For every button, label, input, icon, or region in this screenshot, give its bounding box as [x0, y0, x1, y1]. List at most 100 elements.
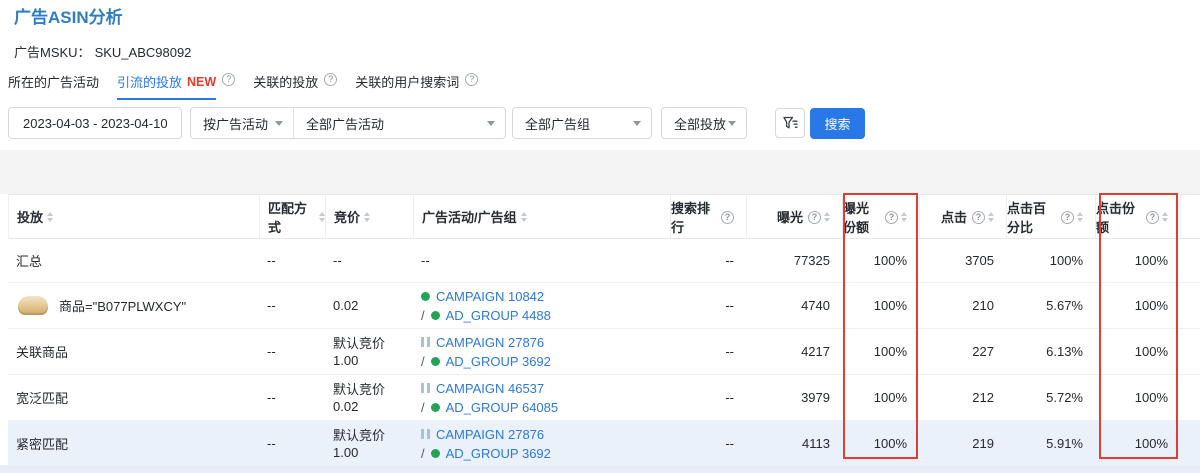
campaign-select-value: 全部广告活动: [306, 116, 385, 132]
cell-click-pct: 6.13%: [1046, 344, 1083, 359]
cell-campaign-adgroup: CAMPAIGN 10842 / AD_GROUP 4488: [413, 283, 670, 328]
col-header-match-type[interactable]: 匹配方式: [259, 195, 325, 238]
tab-current-campaigns[interactable]: 所在的广告活动: [8, 72, 99, 100]
cell-bid: 默认竞价 1.00: [333, 335, 386, 368]
caret-down-icon: [275, 120, 284, 126]
sort-icon[interactable]: [901, 211, 907, 222]
cell-targeting: 商品="B077PLWXCY": [8, 283, 259, 328]
cell-search-rank: --: [725, 253, 734, 268]
search-button[interactable]: 搜索: [810, 107, 865, 139]
new-badge: NEW: [187, 74, 217, 89]
cell-impression-share: 100%: [873, 253, 907, 268]
col-header-targeting[interactable]: 投放: [8, 195, 259, 238]
sort-icon[interactable]: [988, 211, 994, 222]
sort-icon[interactable]: [824, 211, 830, 222]
campaign-link[interactable]: CAMPAIGN 27876: [436, 426, 545, 442]
help-icon[interactable]: ?: [1146, 210, 1159, 224]
filter-columns-button[interactable]: [775, 108, 805, 138]
cell-campaign-adgroup: CAMPAIGN 27876 / AD_GROUP 3692: [413, 329, 670, 374]
help-icon[interactable]: ?: [721, 210, 734, 224]
adgroup-link[interactable]: AD_GROUP 3692: [445, 445, 551, 461]
cell-bid: --: [333, 253, 342, 268]
adgroup-prefix: /: [421, 353, 425, 369]
help-icon[interactable]: ?: [324, 73, 338, 86]
cell-search-rank: --: [725, 344, 734, 359]
adgroup-prefix: /: [421, 399, 425, 415]
targeting-select[interactable]: 全部投放: [661, 107, 747, 139]
adgroup-link[interactable]: AD_GROUP 64085: [445, 399, 559, 415]
targeting-name: 宽泛匹配: [16, 391, 69, 406]
adgroup-status-icon: [430, 356, 440, 366]
spacer-band: [0, 150, 1200, 194]
sort-icon[interactable]: [47, 211, 54, 222]
cell-click-pct: 5.72%: [1046, 390, 1083, 405]
table-row: 关联商品 -- 默认竞价 1.00 CAMPAIGN 27876 / AD_GRO…: [8, 329, 1200, 375]
sort-icon[interactable]: [1162, 211, 1168, 222]
sort-icon[interactable]: [520, 211, 527, 222]
tab-related-targeting[interactable]: 关联的投放 ?: [253, 72, 338, 100]
help-icon[interactable]: ?: [1061, 210, 1074, 224]
horizontal-scrollbar[interactable]: [0, 465, 1200, 473]
adgroup-link[interactable]: AD_GROUP 4488: [445, 307, 551, 323]
cell-click-pct: 5.91%: [1046, 436, 1083, 451]
help-icon[interactable]: ?: [465, 73, 479, 86]
sort-icon[interactable]: [1077, 211, 1083, 222]
tab-related-search-terms[interactable]: 关联的用户搜索词 ?: [355, 72, 479, 100]
cell-match-type: --: [267, 344, 276, 359]
product-thumbnail: [16, 293, 50, 318]
cell-impression-share: 100%: [873, 436, 907, 451]
cell-search-rank: --: [725, 298, 734, 313]
page-title: 广告ASIN分析: [14, 8, 123, 27]
col-header-click-share[interactable]: 点击份额 ?: [1095, 195, 1180, 238]
date-range-input[interactable]: 2023-04-03 - 2023-04-10: [8, 107, 182, 139]
col-header-campaign-adgroup[interactable]: 广告活动/广告组: [413, 195, 670, 238]
campaign-link[interactable]: CAMPAIGN 27876: [436, 334, 545, 350]
cell-clicks: 219: [972, 436, 994, 451]
tab-label: 引流的投放: [117, 75, 183, 90]
targeting-name: 紧密匹配: [16, 437, 69, 452]
tab-traffic-targeting[interactable]: 引流的投放 NEW ?: [117, 72, 236, 100]
cell-filler: [1180, 283, 1200, 328]
col-header-bid[interactable]: 竞价: [325, 195, 413, 238]
campaign-link[interactable]: CAMPAIGN 10842: [436, 288, 545, 304]
cell-impressions: 4217: [801, 344, 830, 359]
table-row: 宽泛匹配 -- 默认竞价 0.02 CAMPAIGN 46537 / AD_GRO…: [8, 375, 1200, 421]
col-header-impression-share[interactable]: 曝光份额 ?: [842, 195, 919, 238]
cell-match-type: --: [267, 390, 276, 405]
help-icon[interactable]: ?: [972, 210, 985, 224]
cell-click-share: 100%: [1134, 253, 1168, 268]
cell-filler: [1180, 239, 1200, 282]
cell-impression-share: 100%: [873, 344, 907, 359]
cell-targeting: 汇总: [8, 239, 259, 282]
targeting-name: 汇总: [16, 254, 43, 269]
campaign-status-icon: [421, 429, 430, 439]
help-icon[interactable]: ?: [808, 210, 821, 224]
col-header-impressions[interactable]: 曝光 ?: [746, 195, 842, 238]
sort-icon[interactable]: [319, 211, 325, 222]
date-range-value: 2023-04-03 - 2023-04-10: [23, 115, 168, 131]
cell-impressions: 4740: [801, 298, 830, 313]
col-header-search-rank[interactable]: 搜索排行 ?: [670, 195, 746, 238]
sort-icon[interactable]: [364, 211, 371, 222]
cell-match-type: --: [267, 436, 276, 451]
adgroup-link[interactable]: AD_GROUP 3692: [445, 353, 551, 369]
adgroup-select[interactable]: 全部广告组: [512, 107, 652, 139]
group-by-select[interactable]: 按广告活动: [191, 108, 295, 138]
col-header-clicks[interactable]: 点击 ?: [919, 195, 1006, 238]
campaign-link[interactable]: CAMPAIGN 46537: [436, 380, 545, 396]
adgroup-select-value: 全部广告组: [525, 116, 591, 132]
campaign-filter-select[interactable]: 按广告活动 全部广告活动: [190, 107, 506, 139]
help-icon[interactable]: ?: [222, 73, 236, 86]
help-icon[interactable]: ?: [885, 210, 898, 224]
adgroup-status-icon: [430, 448, 440, 458]
cell-search-rank: --: [725, 390, 734, 405]
cell-clicks: 210: [972, 298, 994, 313]
cell-impressions: 77325: [793, 253, 830, 268]
cell-click-share: 100%: [1134, 390, 1168, 405]
cell-click-share: 100%: [1134, 298, 1168, 313]
adgroup-status-icon: [430, 310, 440, 320]
cell-click-share: 100%: [1134, 344, 1168, 359]
msku-label: 广告MSKU：: [14, 45, 91, 60]
col-header-click-pct[interactable]: 点击百分比 ?: [1006, 195, 1095, 238]
cell-click-pct: 5.67%: [1046, 298, 1083, 313]
